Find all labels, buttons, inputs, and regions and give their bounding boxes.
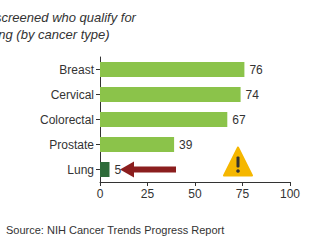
svg-text:76: 76	[249, 63, 263, 77]
svg-text:Colorectal: Colorectal	[40, 113, 94, 127]
svg-text:25: 25	[141, 187, 155, 201]
svg-text:100: 100	[280, 187, 300, 201]
svg-text:testing (by cancer type): testing (by cancer type)	[0, 27, 110, 42]
svg-text:0: 0	[97, 187, 104, 201]
svg-text:74: 74	[246, 88, 260, 102]
svg-text:50: 50	[188, 187, 202, 201]
svg-text:75: 75	[236, 187, 250, 201]
svg-text:Source: NIH Cancer Trends Prog: Source: NIH Cancer Trends Progress Repor…	[6, 224, 224, 236]
svg-text:Prostate: Prostate	[49, 138, 94, 152]
svg-text:Cervical: Cervical	[51, 88, 94, 102]
svg-text:5: 5	[115, 163, 122, 177]
svg-text:39: 39	[179, 138, 193, 152]
svg-text:Breast: Breast	[59, 63, 94, 77]
svg-text:67: 67	[232, 113, 246, 127]
svg-text:Lung: Lung	[67, 163, 94, 177]
svg-text:Patients screened who qualify: Patients screened who qualify for	[0, 10, 140, 25]
